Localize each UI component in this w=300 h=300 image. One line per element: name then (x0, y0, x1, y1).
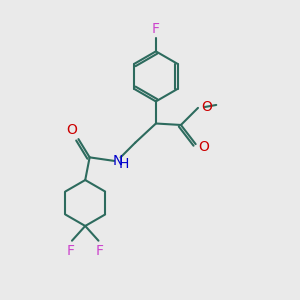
Text: F: F (67, 244, 74, 258)
Text: F: F (96, 244, 104, 258)
Text: F: F (152, 22, 160, 36)
Text: O: O (66, 123, 77, 137)
Text: H: H (119, 157, 129, 171)
Text: N: N (112, 154, 123, 168)
Text: O: O (201, 100, 212, 114)
Text: O: O (198, 140, 209, 154)
